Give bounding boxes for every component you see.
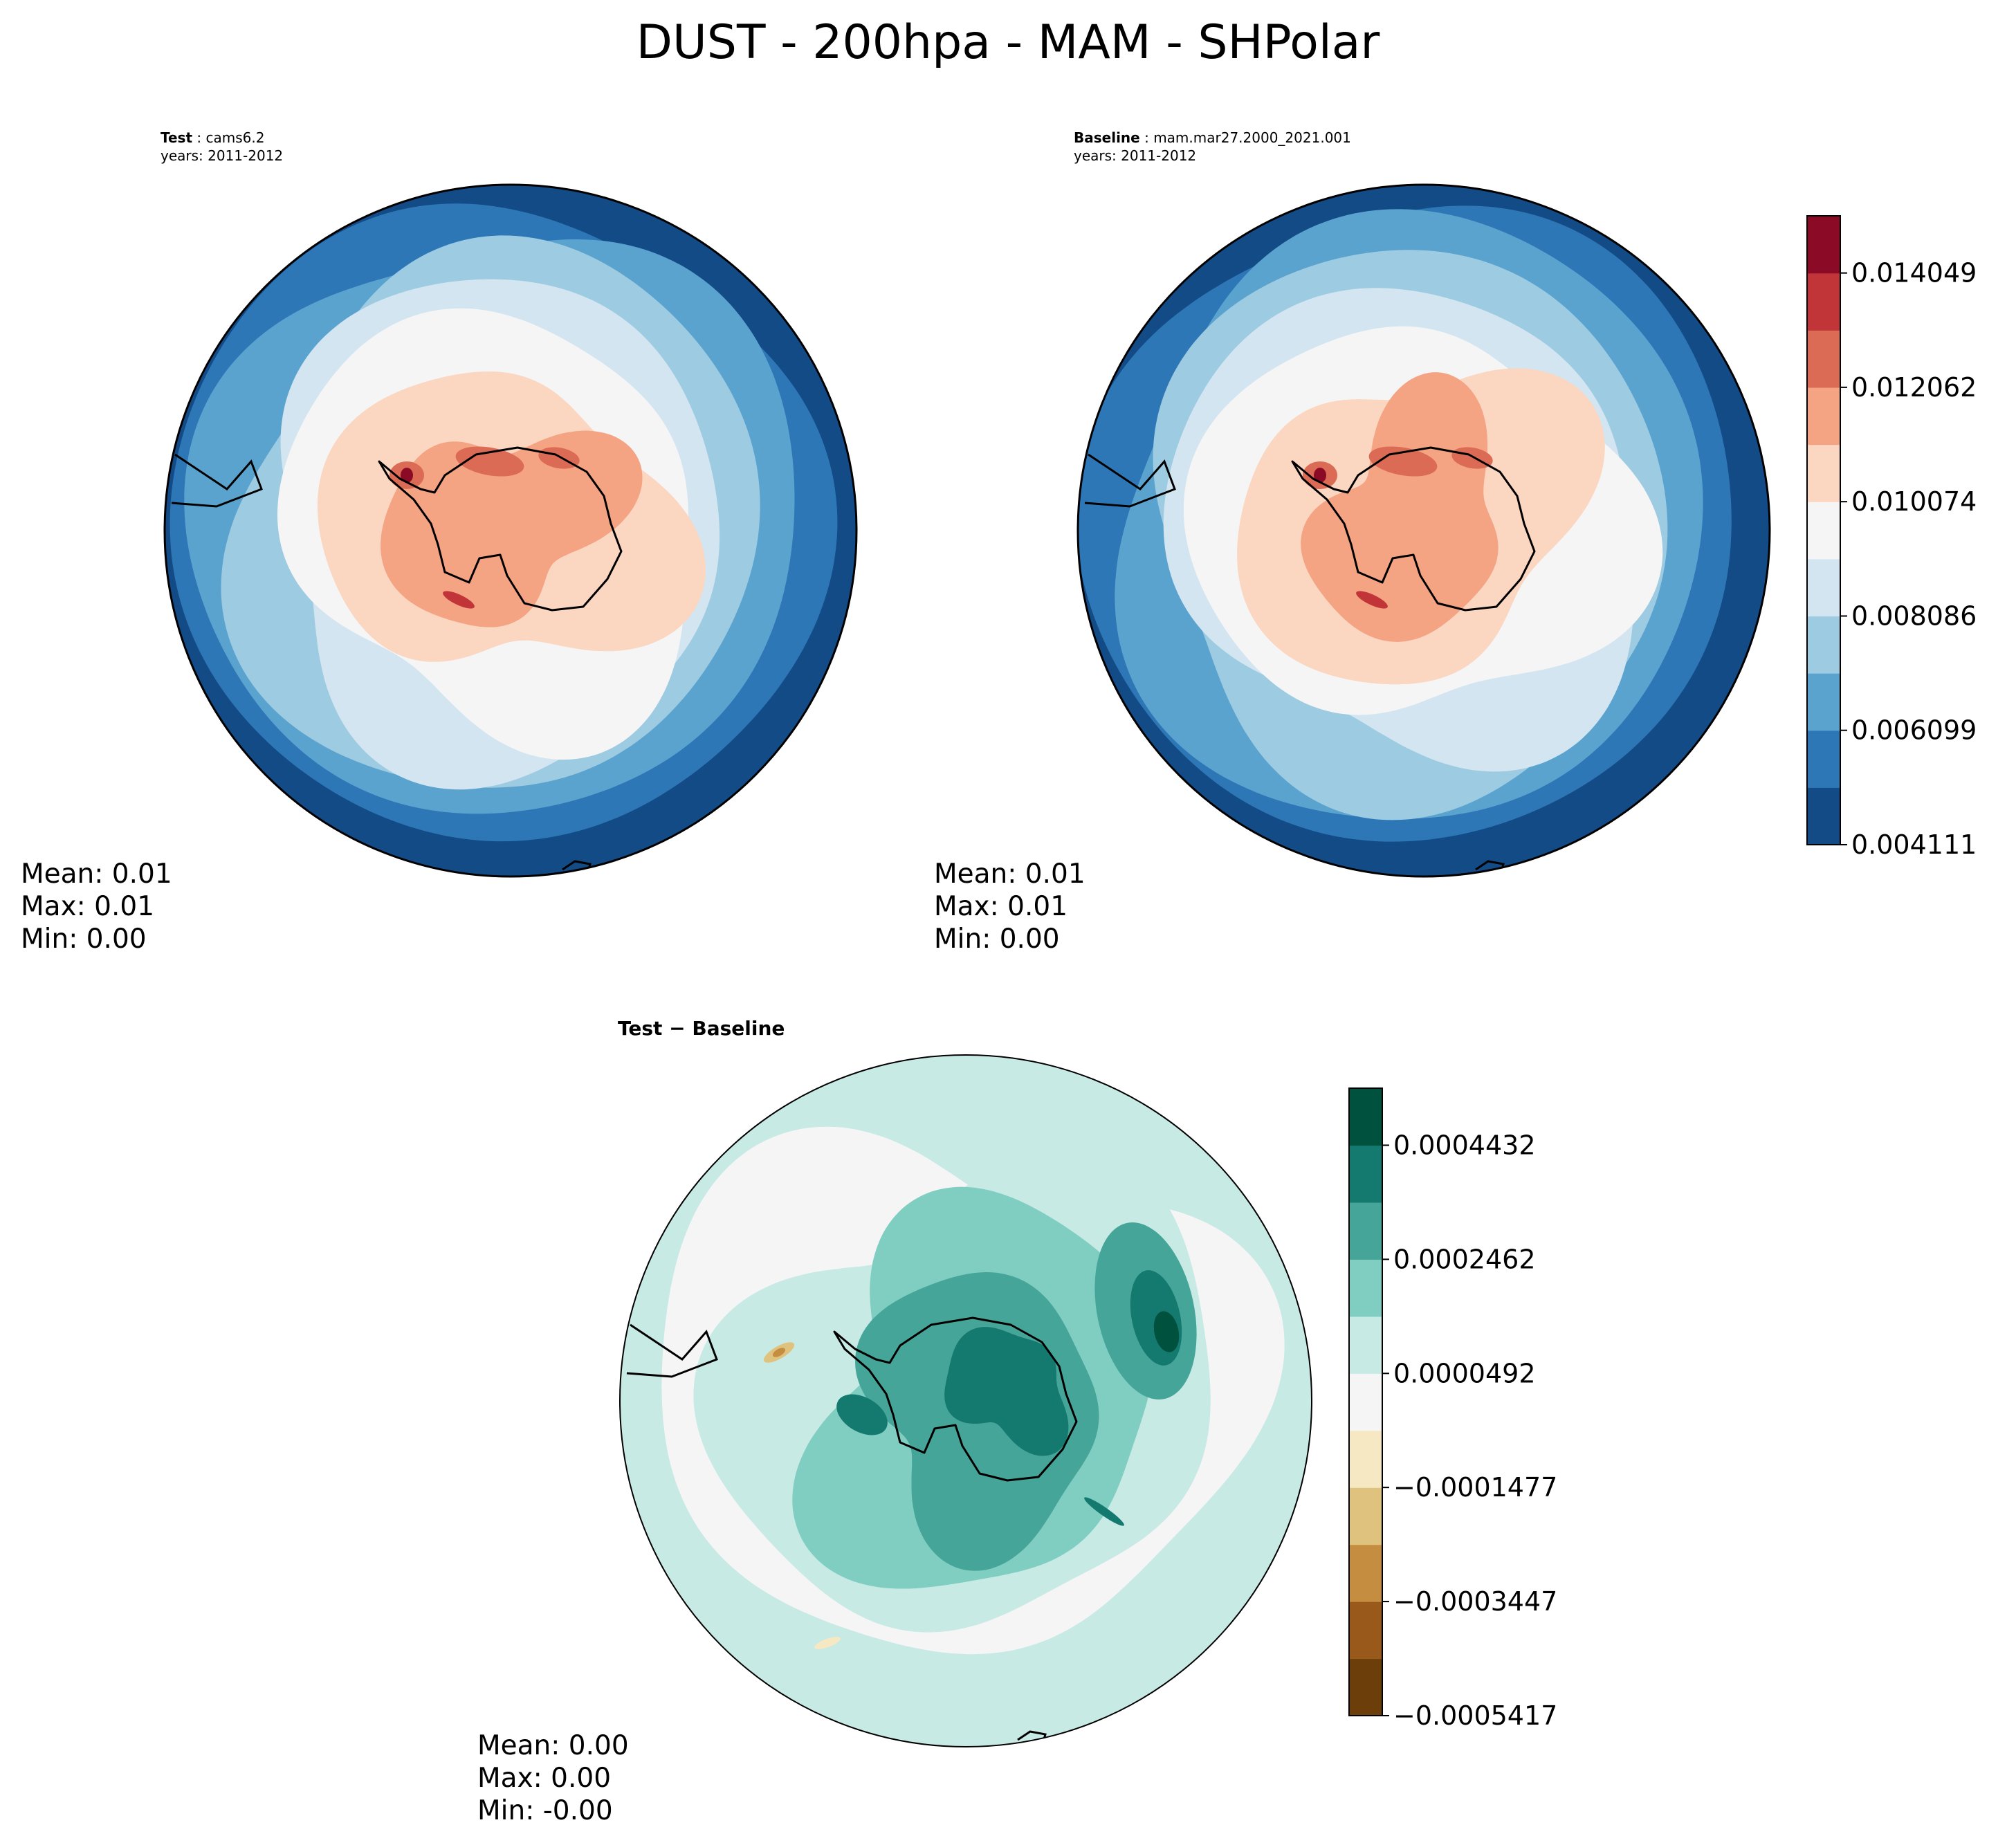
seq-colorbar-tick-label-5: 0.012062 [1851,372,1977,403]
baseline-maximum-4 [1368,446,1438,477]
div-colorbar-band-6 [1349,1373,1382,1431]
div-colorbar-band-4 [1349,1487,1382,1545]
test-maximum-1 [423,588,487,625]
div-colorbar-tick-label-6: 0.0004432 [1393,1130,1536,1160]
div-colorbar-band-1 [1349,1658,1382,1716]
div-colorbar-band-11 [1349,1088,1382,1146]
test-max: Max: 0.01 [21,891,155,922]
baseline-map [1078,185,1770,876]
div-colorbar-band-9 [1349,1202,1382,1260]
baseline-header: Baseline : mam.mar27.2000_2021.001 years… [1074,129,1351,164]
test-stats: Mean: 0.01 Max: 0.01 Min: 0.00 [21,858,172,955]
test-coastline-south-america [171,453,263,508]
div-colorbar-band-3 [1349,1544,1382,1602]
test-header: Test : cams6.2 years: 2011-2012 [161,129,284,164]
test-years: years: 2011-2012 [161,147,284,164]
test-maximum-6 [401,468,413,483]
diff-mean: Mean: 0.00 [477,1730,629,1761]
baseline-stats: Mean: 0.01 Max: 0.01 Min: 0.00 [934,858,1085,955]
baseline-mean: Mean: 0.01 [934,859,1085,890]
seq-colorbar-band-6 [1807,502,1840,560]
diff-feature-4 [836,1394,888,1435]
seq-colorbar-tick-label-1: 0.004111 [1851,829,1977,860]
div-colorbar-band-2 [1349,1601,1382,1660]
div-colorbar-frame [1348,1087,1383,1716]
div-colorbar-band-8 [1349,1259,1382,1317]
baseline-case-label: Baseline [1074,129,1140,146]
diff-feature-3 [1153,1311,1180,1352]
diff-map [620,1055,1312,1747]
baseline-coastline-south-america [1084,453,1176,508]
test-mean: Mean: 0.01 [21,859,172,890]
seq-colorbar-band-11 [1807,216,1840,274]
seq-colorbar-tick-label-6: 0.014049 [1851,258,1977,288]
seq-colorbar-band-3 [1807,673,1840,731]
div-colorbar-tick-label-4: 0.0000492 [1393,1358,1536,1388]
test-contour-level-7 [381,430,643,627]
test-case-name: cams6.2 [205,129,265,146]
div-colorbar-band-7 [1349,1316,1382,1374]
div-colorbar-band-5 [1349,1430,1382,1488]
div-colorbar-band-10 [1349,1145,1382,1203]
baseline-case-name: mam.mar27.2000_2021.001 [1153,129,1351,146]
diff-title: Test − Baseline [618,1017,785,1040]
seq-colorbar-frame [1806,215,1841,845]
seq-colorbar-band-9 [1807,330,1840,388]
baseline-max: Max: 0.01 [934,891,1068,922]
diff-coastline-antarctica [833,1316,1078,1482]
test-maximum-4 [455,446,524,477]
baseline-years: years: 2011-2012 [1074,147,1197,164]
seq-colorbar-band-7 [1807,444,1840,502]
seq-colorbar-tick-label-2: 0.006099 [1851,715,1977,746]
seq-colorbar-band-4 [1807,616,1840,674]
test-min: Min: 0.00 [21,924,147,955]
seq-colorbar-band-8 [1807,387,1840,446]
seq-colorbar-tick-label-4: 0.010074 [1851,486,1977,517]
diff-stats: Mean: 0.00 Max: 0.00 Min: -0.00 [477,1729,629,1827]
test-case-label: Test [161,129,193,146]
diff-feature-7 [1084,1497,1124,1526]
seq-colorbar-tick-label-3: 0.008086 [1851,600,1977,631]
div-colorbar-tick-label-5: 0.0002462 [1393,1244,1536,1274]
colorbar-sequential: 0.004111 0.006099 0.008086 0.010074 0.012062… [1806,215,1977,860]
diff-min: Min: -0.00 [477,1795,613,1826]
diff-map-border [619,1054,1312,1747]
baseline-contour-level-7 [1301,372,1499,642]
diff-max: Max: 0.00 [477,1763,612,1794]
div-colorbar-tick-label-2: −0.0003447 [1393,1586,1557,1617]
baseline-maximum-5 [1356,591,1388,609]
seq-colorbar-band-2 [1807,730,1840,788]
baseline-maximum-6 [1314,468,1326,483]
baseline-min: Min: 0.00 [934,924,1060,955]
diff-feature-6 [772,1348,786,1357]
baseline-maximum-1 [1337,588,1400,625]
diff-contour-level-5 [944,1327,1069,1456]
diff-coastline-south-america [626,1323,718,1378]
diff-feature-8 [814,1637,841,1649]
test-coastline-antarctica [378,446,623,612]
seq-colorbar-band-10 [1807,273,1840,331]
figure-title: DUST - 200hpa - MAM - SHPolar [636,15,1380,70]
test-map-border [163,183,858,878]
seq-colorbar-band-5 [1807,558,1840,617]
baseline-coastline-antarctica [1291,446,1536,612]
seq-colorbar-band-1 [1807,787,1840,845]
test-maximum-5 [443,591,475,609]
div-colorbar-tick-label-3: −0.0001477 [1393,1472,1557,1503]
colorbar-diverging: −0.0005417 −0.0003447 −0.0001477 0.0000492 0… [1348,1087,1557,1731]
baseline-map-border [1076,183,1771,878]
test-map [165,185,856,876]
div-colorbar-tick-label-1: −0.0005417 [1393,1700,1557,1731]
